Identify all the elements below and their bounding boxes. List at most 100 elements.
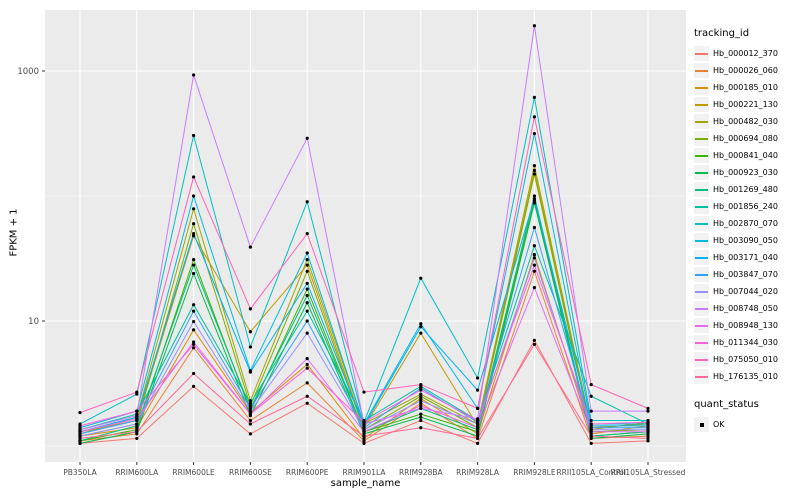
data-point <box>532 263 537 267</box>
data-point <box>646 420 650 424</box>
data-point <box>248 345 252 349</box>
legend-item-label: Hb_003090_050 <box>713 236 778 245</box>
line-swatch-icon <box>695 273 708 276</box>
data-point <box>589 434 593 438</box>
data-point <box>248 370 252 374</box>
line-swatch-icon <box>695 290 708 293</box>
data-point <box>248 404 252 408</box>
legend-item-Hb_075050_010: Hb_075050_010 <box>694 351 800 368</box>
legend-key-box <box>694 182 709 197</box>
line-swatch-icon <box>695 375 708 378</box>
data-point <box>362 430 366 434</box>
legend-item-Hb_000026_060: Hb_000026_060 <box>694 62 800 79</box>
data-point <box>476 406 480 410</box>
x-tick-label: RRIM928BA <box>399 468 444 477</box>
data-point <box>532 269 537 273</box>
legend-item-label: Hb_008948_130 <box>713 321 778 330</box>
data-point <box>419 412 423 416</box>
legend-item-Hb_000185_010: Hb_000185_010 <box>694 79 800 96</box>
legend-key-box <box>694 165 709 180</box>
legend-item-label: Hb_000026_060 <box>713 66 778 75</box>
legend-items: Hb_000012_370 Hb_000026_060 Hb_000185_010 H… <box>694 45 800 385</box>
x-tick-label: RRIM600LA <box>115 468 159 477</box>
legend-item-label: Hb_000923_030 <box>713 168 778 177</box>
data-point <box>589 441 593 445</box>
data-point <box>78 436 82 441</box>
legend-key-box <box>694 131 709 146</box>
x-tick-label: RRII105LA_Control <box>556 468 626 477</box>
data-point <box>476 422 480 426</box>
data-point <box>646 406 650 410</box>
line-swatch-icon <box>695 86 708 89</box>
data-point <box>78 424 82 428</box>
line-swatch-icon <box>695 69 708 72</box>
data-point <box>476 441 480 445</box>
data-point <box>476 418 480 423</box>
y-axis-title: FPKM + 1 <box>8 208 20 257</box>
data-point <box>362 439 366 443</box>
line-swatch-icon <box>695 324 708 327</box>
legend-item-label: Hb_011344_030 <box>713 338 778 347</box>
legend-item-Hb_000221_130: Hb_000221_130 <box>694 96 800 113</box>
legend-item-label: Hb_003847_070 <box>713 270 778 279</box>
data-point <box>532 201 537 205</box>
legend-item-Hb_008748_050: Hb_008748_050 <box>694 300 800 317</box>
data-point <box>532 252 537 257</box>
data-point <box>305 301 309 305</box>
data-point <box>192 263 196 267</box>
data-point <box>305 381 309 385</box>
legend-item-Hb_011344_030: Hb_011344_030 <box>694 334 800 351</box>
line-swatch-icon <box>695 188 708 191</box>
data-point <box>78 411 82 415</box>
data-point <box>419 418 423 423</box>
legend-key-box <box>694 199 709 214</box>
data-point <box>419 404 423 408</box>
data-point <box>248 432 252 436</box>
data-point <box>532 115 537 119</box>
data-point <box>476 434 480 438</box>
line-swatch-icon <box>695 239 708 242</box>
legend-key-box <box>694 114 709 129</box>
data-point <box>305 319 309 323</box>
legend-item-Hb_007044_020: Hb_007044_020 <box>694 283 800 300</box>
legend-item-Hb_001856_240: Hb_001856_240 <box>694 198 800 215</box>
data-point <box>192 271 196 276</box>
data-point <box>192 371 196 376</box>
data-point <box>419 406 423 410</box>
legend-item-Hb_003171_040: Hb_003171_040 <box>694 249 800 266</box>
line-swatch-icon <box>695 120 708 123</box>
data-point <box>305 200 309 204</box>
data-point <box>419 276 423 280</box>
data-point <box>248 406 252 410</box>
data-point <box>419 426 423 430</box>
data-point <box>532 256 537 260</box>
line-chart-canvas: 10 1000 PB350LA RRIM600LA RRIM600LE RRIM600SE… <box>17 10 686 477</box>
legend-key-box <box>694 80 709 95</box>
data-point <box>476 388 480 392</box>
data-point <box>248 330 252 334</box>
data-point <box>305 331 309 335</box>
line-swatch-icon <box>695 52 708 55</box>
data-point <box>192 232 196 236</box>
data-point <box>78 430 82 434</box>
legend: tracking_id Hb_000012_370 Hb_000026_060 Hb… <box>694 28 800 433</box>
x-tick-label: RRIM600LE <box>172 468 215 477</box>
legend-item-label: Hb_000185_010 <box>713 83 778 92</box>
data-point <box>305 287 309 291</box>
legend-key-box <box>694 250 709 265</box>
legend-item-label: Hb_001856_240 <box>713 202 778 211</box>
line-swatch-icon <box>695 103 708 106</box>
legend-item-label: Hb_000221_130 <box>713 100 778 109</box>
legend-item-label: Hb_000694_080 <box>713 134 778 143</box>
data-point <box>419 388 423 392</box>
data-point <box>248 399 252 403</box>
data-point <box>532 244 537 248</box>
data-point <box>248 245 252 249</box>
data-point <box>419 382 423 387</box>
data-point <box>248 422 252 426</box>
data-point <box>135 417 139 421</box>
data-point <box>192 175 196 179</box>
data-point <box>305 401 309 405</box>
legend-item-Hb_000482_030: Hb_000482_030 <box>694 113 800 130</box>
data-point <box>78 434 82 438</box>
